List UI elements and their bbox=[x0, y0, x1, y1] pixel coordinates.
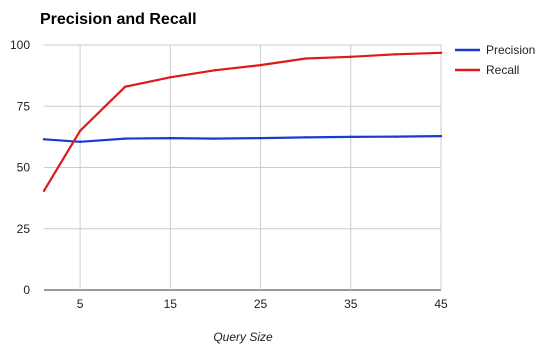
legend: Precision Recall bbox=[455, 43, 535, 77]
precision-series-line bbox=[42, 135, 443, 143]
precision-data-point bbox=[169, 136, 172, 140]
recall-data-point bbox=[259, 63, 262, 67]
recall-data-point bbox=[169, 76, 172, 79]
axes: 0 25 50 75 100 5 15 25 35 45 bbox=[10, 38, 448, 311]
precision-data-point bbox=[304, 136, 307, 139]
precision-data-point bbox=[394, 135, 398, 138]
x-axis-title: Query Size bbox=[213, 330, 273, 344]
x-tick-label: 15 bbox=[164, 297, 178, 311]
recall-data-point bbox=[394, 53, 398, 56]
x-tick-label: 35 bbox=[344, 297, 358, 311]
x-tick-label: 25 bbox=[254, 297, 268, 311]
precision-data-point bbox=[439, 134, 443, 138]
y-tick-label: 25 bbox=[17, 222, 31, 236]
chart-title: Precision and Recall bbox=[40, 11, 197, 28]
recall-data-point bbox=[214, 69, 217, 72]
precision-data-point bbox=[349, 135, 352, 139]
precision-data-point bbox=[259, 136, 262, 140]
grid bbox=[44, 44, 442, 291]
recall-series-line bbox=[42, 51, 443, 192]
precision-data-point bbox=[42, 138, 46, 141]
precision-legend-label: Precision bbox=[486, 43, 535, 57]
recall-data-point bbox=[124, 85, 127, 88]
x-tick-label: 5 bbox=[77, 297, 84, 311]
recall-data-point bbox=[439, 51, 443, 55]
precision-data-point bbox=[78, 140, 82, 143]
series-layer bbox=[42, 51, 443, 192]
recall-data-point bbox=[349, 55, 352, 58]
y-tick-label: 75 bbox=[17, 99, 31, 113]
y-tick-label: 0 bbox=[23, 283, 30, 297]
x-tick-label: 45 bbox=[434, 297, 448, 311]
y-tick-label: 50 bbox=[17, 161, 31, 175]
y-tick-label: 100 bbox=[10, 38, 30, 52]
precision-data-point bbox=[214, 137, 217, 140]
recall-legend-label: Recall bbox=[486, 63, 519, 77]
recall-data-point bbox=[42, 189, 46, 192]
recall-data-point bbox=[304, 57, 307, 60]
recall-data-point bbox=[78, 129, 82, 132]
precision-data-point bbox=[124, 137, 127, 140]
